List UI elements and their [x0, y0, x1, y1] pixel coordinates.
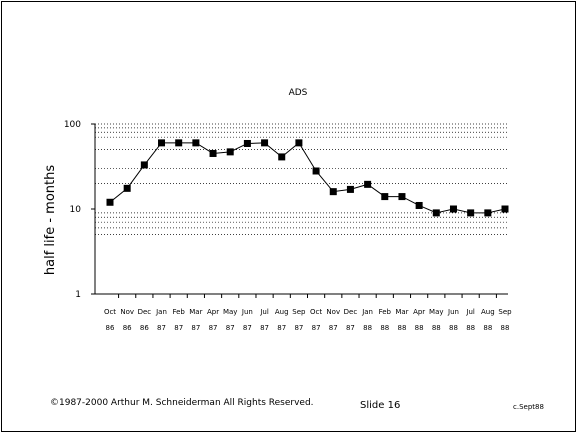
data-point	[312, 167, 320, 175]
data-point	[123, 184, 131, 192]
axis-layer: 1 10 100	[64, 120, 508, 300]
data-point	[415, 201, 423, 209]
x-tick-label-month: Nov	[120, 308, 134, 316]
x-tick-label-month: Feb	[172, 308, 185, 316]
x-tick-label-year: 87	[346, 324, 355, 332]
x-tick-label-month: Apr	[207, 308, 219, 316]
x-tick-label-month: Sep	[292, 308, 306, 316]
x-tick-label-month: May	[429, 308, 443, 316]
x-tick-label-month: Oct	[310, 308, 322, 316]
data-point	[346, 185, 354, 193]
x-tick-label-month: Sep	[498, 308, 512, 316]
x-tick-label-month: Jun	[241, 308, 253, 316]
data-point	[432, 209, 440, 217]
chart-title: ADS	[289, 88, 308, 98]
x-tick-label-year: 87	[329, 324, 338, 332]
x-tick-label-year: 87	[260, 324, 269, 332]
x-tick-label-month: Oct	[104, 308, 116, 316]
x-tick-label-month: May	[223, 308, 237, 316]
data-point	[295, 139, 303, 147]
y-tick-label: 100	[64, 120, 81, 130]
data-point	[449, 205, 457, 213]
data-point	[106, 198, 114, 206]
x-tick-label-year: 88	[449, 324, 458, 332]
y-tick-label: 10	[70, 205, 82, 215]
x-tick-label-year: 88	[415, 324, 424, 332]
data-point	[278, 153, 286, 161]
x-tick-label-year: 86	[140, 324, 149, 332]
x-tick-label-year: 87	[174, 324, 183, 332]
data-point	[175, 139, 183, 147]
x-tick-label-month: Apr	[413, 308, 425, 316]
x-tick-label-year: 88	[380, 324, 389, 332]
series-layer	[106, 139, 509, 217]
x-tick-label-month: Dec	[344, 308, 358, 316]
x-tick-label-year: 88	[432, 324, 441, 332]
series-line	[109, 142, 506, 214]
x-tick-label-year: 87	[191, 324, 200, 332]
x-tick-label-year: 88	[363, 324, 372, 332]
x-tick-label-year: 87	[243, 324, 252, 332]
x-tick-label-month: Feb	[379, 308, 392, 316]
x-tick-label-year: 87	[294, 324, 303, 332]
x-tick-label-month: Jun	[447, 308, 459, 316]
data-point	[261, 139, 269, 147]
x-tick-label-month: Jul	[259, 308, 269, 316]
x-tick-label-month: Jul	[465, 308, 475, 316]
x-tick-label-month: Dec	[138, 308, 152, 316]
data-point	[398, 193, 406, 201]
data-point	[140, 161, 148, 169]
x-tick-label-month: Mar	[189, 308, 202, 316]
copyright-text: ©1987-2000 Arthur M. Schneiderman All Ri…	[50, 398, 314, 408]
data-point	[467, 209, 475, 217]
x-tick-label-year: 87	[277, 324, 286, 332]
x-tick-label-month: Aug	[275, 308, 289, 316]
data-point	[501, 205, 509, 213]
x-tick-label-year: 86	[106, 324, 115, 332]
x-tick-label-year: 87	[312, 324, 321, 332]
data-point	[226, 148, 234, 156]
data-point	[329, 188, 337, 196]
data-point	[243, 139, 251, 147]
x-tick-label-year: 87	[226, 324, 235, 332]
label-layer: Oct Nov Dec Jan Feb Mar Apr May Jun Jul Aug Sep Oct N…	[104, 308, 512, 332]
x-tick-label-year: 88	[501, 324, 510, 332]
data-point	[158, 139, 166, 147]
x-tick-label-month: Mar	[395, 308, 408, 316]
x-tick-label-year: 88	[483, 324, 492, 332]
slide-date: c.Sept88	[513, 403, 544, 411]
x-tick-label-year: 86	[123, 324, 132, 332]
x-tick-label-year: 87	[157, 324, 166, 332]
data-point	[209, 149, 217, 157]
x-tick-label-month: Jan	[361, 308, 373, 316]
x-tick-label-month: Nov	[326, 308, 340, 316]
x-tick-label-month: Jan	[155, 308, 167, 316]
x-tick-label-year: 88	[397, 324, 406, 332]
x-tick-label-year: 88	[466, 324, 475, 332]
y-axis-label: half life - months	[43, 165, 58, 275]
data-point	[381, 193, 389, 201]
slide-number: Slide 16	[360, 400, 401, 411]
data-point	[364, 180, 372, 188]
data-point	[484, 209, 492, 217]
y-tick-label: 1	[75, 290, 81, 300]
data-point	[192, 139, 200, 147]
x-tick-label-year: 87	[209, 324, 218, 332]
x-tick-label-month: Aug	[481, 308, 495, 316]
